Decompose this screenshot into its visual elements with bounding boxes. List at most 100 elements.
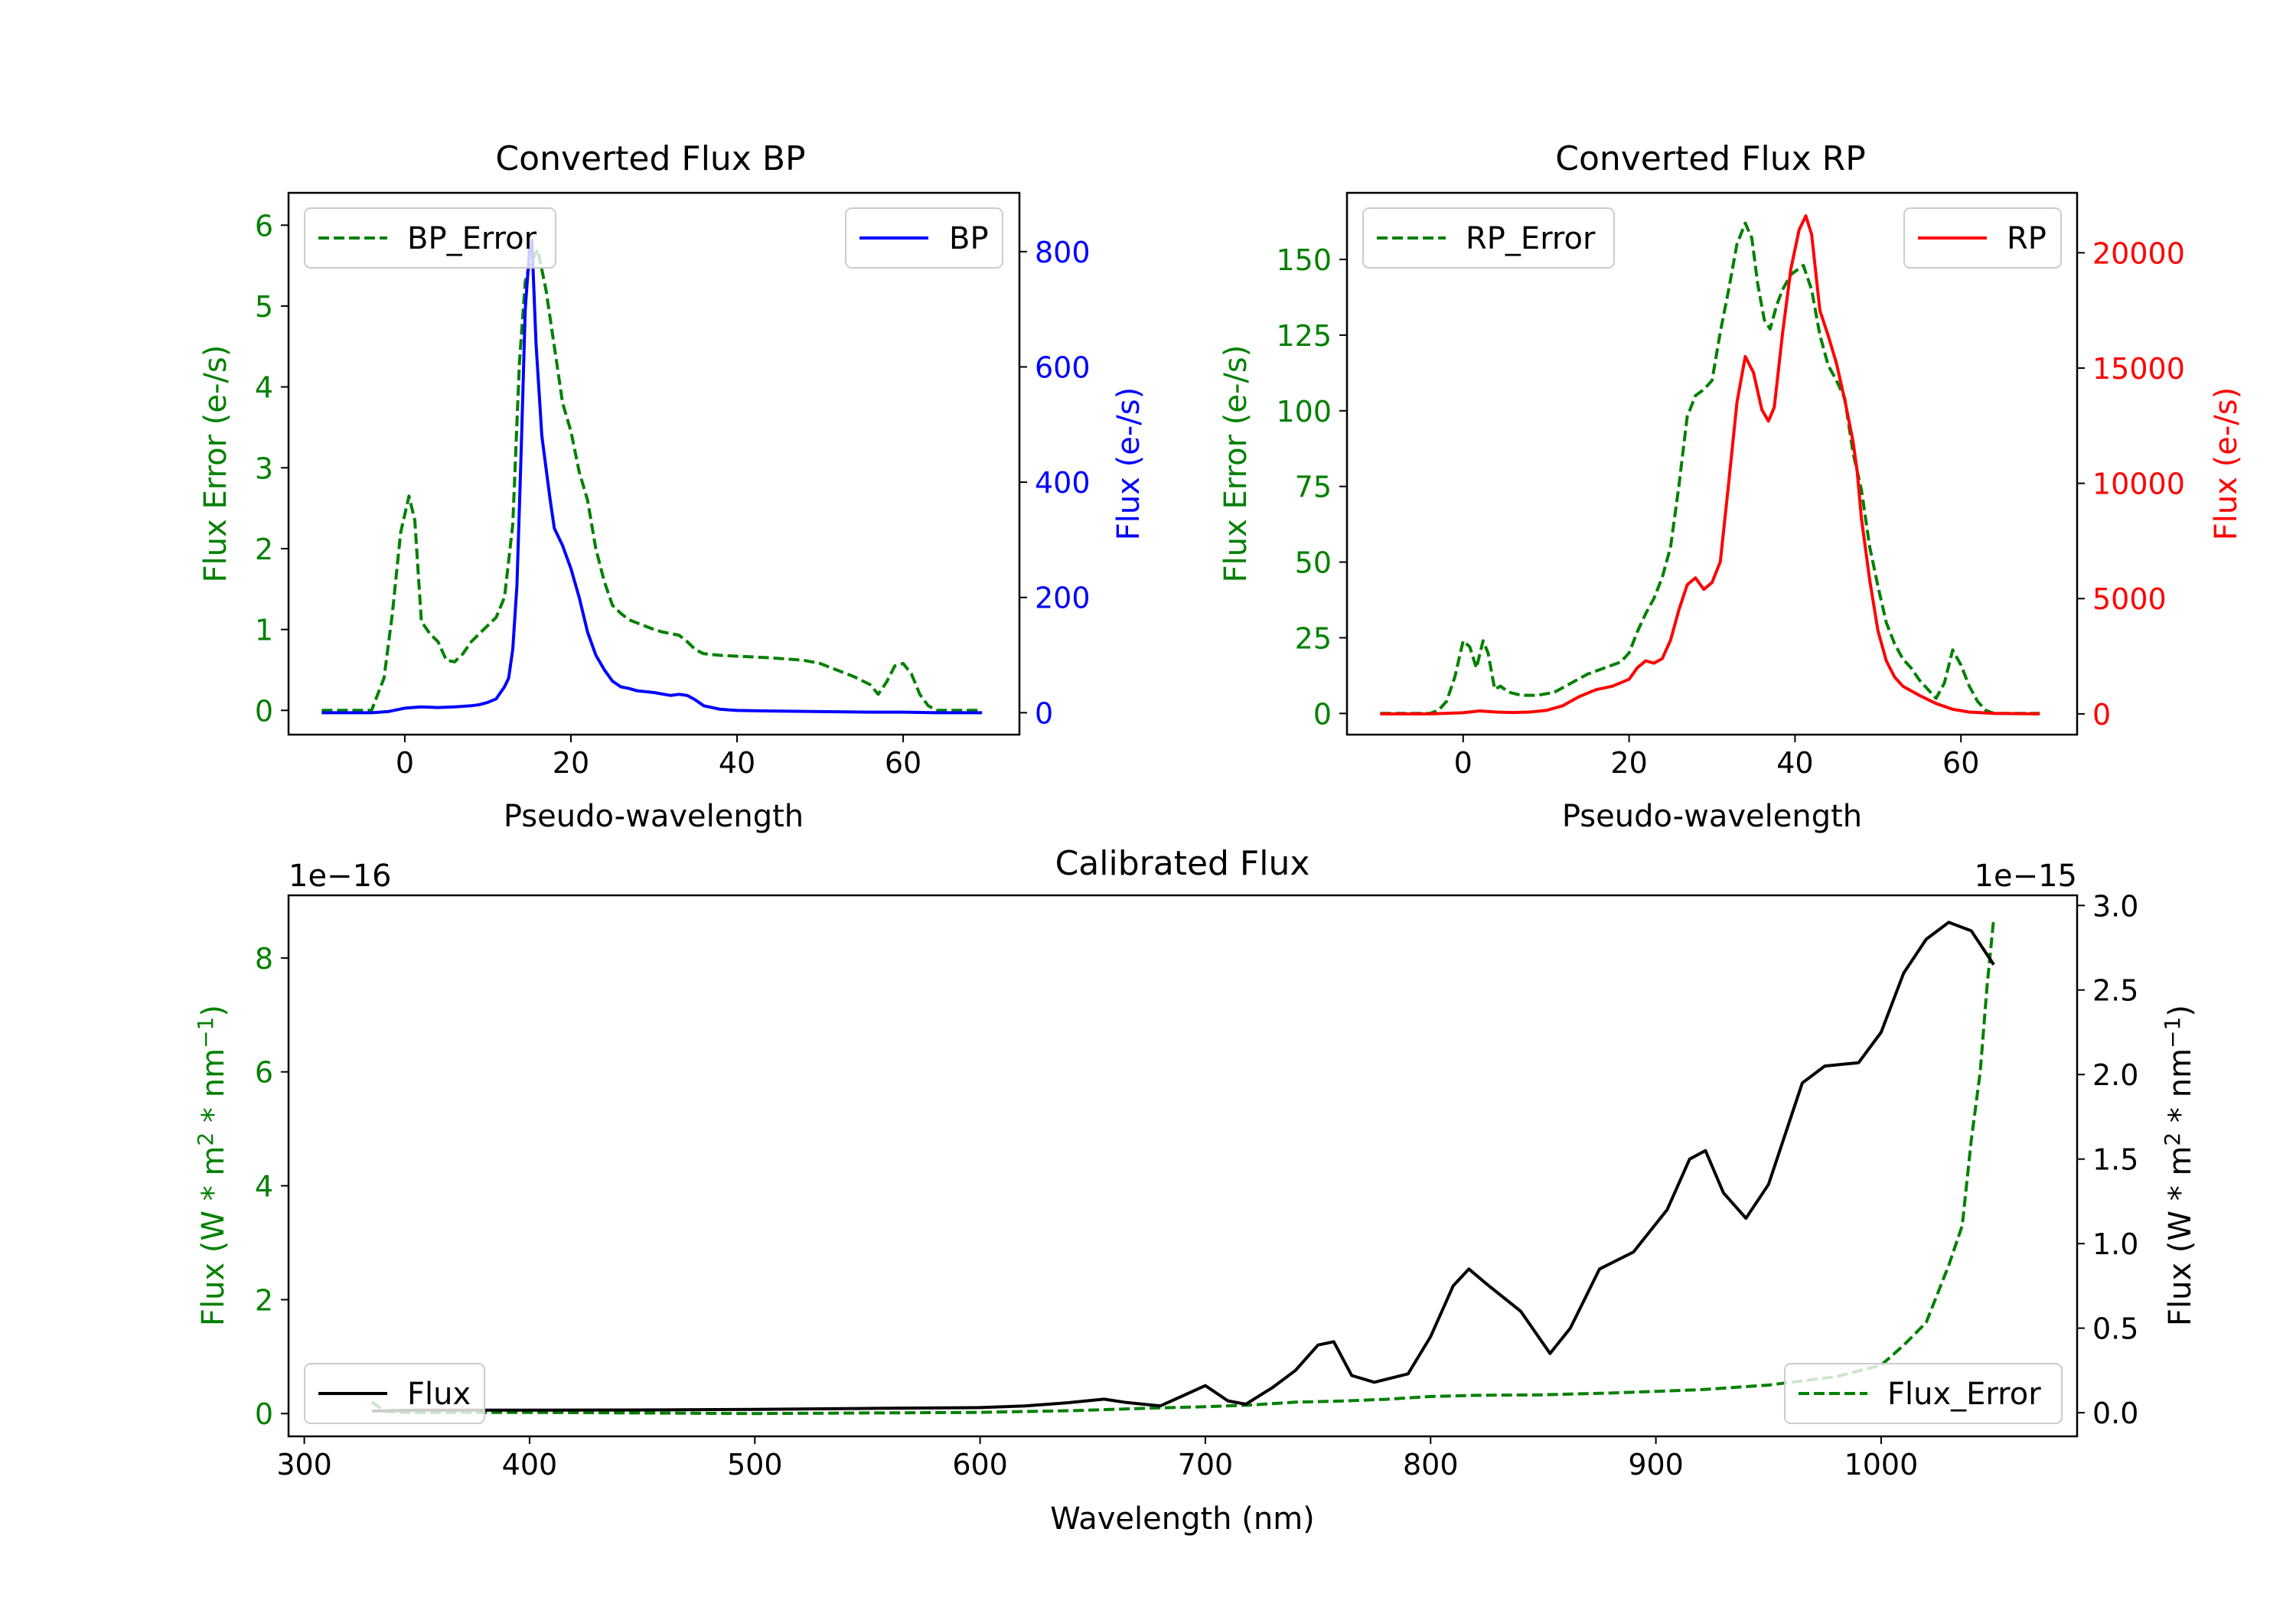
calibrated-axes-frame: [287, 894, 2079, 1438]
calibrated-right-tick-label: 3.0: [2092, 889, 2138, 923]
bp-right-tick-label: 200: [1035, 582, 1091, 615]
calibrated-error-legend-box: [1784, 1363, 2063, 1424]
calibrated-right-tick-label: 0.5: [2092, 1312, 2138, 1346]
bp-x-tick-label: 40: [719, 746, 755, 780]
calibrated-x-tick-label: 500: [727, 1448, 783, 1482]
rp-legend[interactable]: RP: [1903, 207, 2062, 269]
bp-panel: Converted Flux BP 0 20 40 60 0 1 2 3 4 5 6 0 200 40…: [198, 139, 1146, 834]
bp-x-label: Pseudo-wavelength: [504, 799, 804, 834]
calibrated-flux-legend-label: Flux: [407, 1377, 471, 1412]
calibrated-right-tick-label: 2.0: [2092, 1058, 2138, 1092]
calibrated-right-tick-label: 2.5: [2092, 974, 2138, 1008]
rp-right-tick-label: 10000: [2092, 468, 2185, 501]
rp-left-tick-label: 150: [1276, 243, 1332, 277]
calibrated-left-tick-label: 8: [255, 942, 273, 976]
calibrated-x-tick-label: 1000: [1844, 1448, 1919, 1482]
bp-left-ticks: 0 1 2 3 4 5 6: [255, 209, 289, 728]
rp-x-ticks: 0 20 40 60: [1454, 735, 1979, 780]
bp-x-tick-label: 20: [553, 746, 589, 780]
calibrated-left-tick-label: 6: [255, 1056, 273, 1090]
calibrated-x-tick-label: 400: [502, 1448, 558, 1482]
bp-right-tick-label: 400: [1035, 466, 1091, 500]
rp-x-tick-label: 40: [1776, 746, 1813, 780]
rp-right-tick-label: 0: [2092, 698, 2111, 732]
rp-series-rp: [1380, 214, 2040, 715]
calibrated-right-tick-label: 1.0: [2092, 1227, 2138, 1261]
rp-left-axis-label: Flux Error (e-/s): [1218, 345, 1254, 583]
calibrated-right-axis-label: Flux (W * m2 * nm−1): [2160, 1005, 2198, 1326]
rp-panel: Converted Flux RP 0 20 40 60 0 25 50 75 100 125 1…: [1218, 139, 2244, 834]
rp-title: Converted Flux RP: [1555, 139, 1866, 178]
rp-left-tick-label: 50: [1295, 546, 1332, 580]
rp-x-tick-label: 60: [1942, 746, 1979, 780]
rp-series-rp-error: [1380, 221, 2040, 715]
calibrated-x-tick-label: 600: [952, 1448, 1008, 1482]
calibrated-left-ticks: 0 2 4 6 8: [255, 942, 289, 1431]
calibrated-left-tick-label: 0: [255, 1397, 273, 1431]
calibrated-x-tick-label: 800: [1403, 1448, 1459, 1482]
bp-left-tick-label: 3: [255, 451, 273, 485]
rp-x-tick-label: 0: [1454, 746, 1473, 780]
bp-x-tick-label: 60: [885, 746, 921, 780]
rp-left-tick-label: 125: [1276, 319, 1332, 353]
bp-right-tick-label: 800: [1035, 236, 1091, 269]
rp-error-legend-box: [1362, 207, 1615, 269]
calibrated-right-tick-label: 1.5: [2092, 1143, 2138, 1177]
rp-axes-frame: [1345, 191, 2079, 736]
bp-right-tick-label: 0: [1035, 696, 1053, 730]
rp-right-ticks: 0 5000 10000 15000 20000: [2077, 236, 2185, 732]
bp-x-tick-label: 0: [396, 746, 414, 780]
calibrated-flux-legend[interactable]: Flux: [304, 1363, 485, 1424]
rp-right-tick-label: 20000: [2092, 236, 2185, 270]
bp-left-tick-label: 2: [255, 533, 273, 566]
calibrated-x-tick-label: 300: [276, 1448, 332, 1482]
rp-series-layer: [1380, 214, 2040, 715]
calibrated-title: Calibrated Flux: [1055, 844, 1310, 883]
calibrated-panel: Calibrated Flux 1e−16 1e−15 300 400 500 600…: [193, 844, 2198, 1537]
calibrated-right-ticks: 0.0 0.5 1.0 1.5 2.0 2.5 3.0: [2077, 889, 2138, 1430]
calibrated-error-legend-label: Flux_Error: [1887, 1377, 2041, 1412]
rp-error-legend[interactable]: RP_Error: [1362, 207, 1615, 269]
bp-legend[interactable]: BP: [845, 207, 1003, 269]
calibrated-x-tick-label: 900: [1628, 1448, 1684, 1482]
bp-x-ticks: 0 20 40 60: [396, 735, 921, 780]
bp-error-legend-label: BP_Error: [407, 221, 537, 256]
calibrated-left-tick-label: 4: [255, 1170, 273, 1204]
bp-right-axis-label: Flux (e-/s): [1111, 387, 1146, 540]
calibrated-series-layer: [370, 918, 1996, 1416]
rp-left-tick-label: 25: [1295, 621, 1332, 655]
calibrated-x-tick-label: 700: [1178, 1448, 1234, 1482]
bp-error-legend[interactable]: BP_Error: [304, 207, 556, 269]
bp-left-tick-label: 6: [255, 209, 273, 243]
bp-left-axis-label: Flux Error (e-/s): [198, 345, 233, 583]
rp-x-tick-label: 20: [1610, 746, 1647, 780]
calibrated-x-label: Wavelength (nm): [1050, 1501, 1315, 1537]
calibrated-left-tick-label: 2: [255, 1283, 273, 1317]
rp-x-label: Pseudo-wavelength: [1562, 799, 1862, 834]
calibrated-right-offset-text: 1e−15: [1975, 859, 2077, 894]
rp-right-tick-label: 15000: [2092, 352, 2185, 386]
bp-right-tick-label: 600: [1035, 350, 1091, 384]
rp-error-legend-label: RP_Error: [1466, 221, 1596, 256]
bp-legend-label: BP: [949, 221, 989, 256]
rp-left-ticks: 0 25 50 75 100 125 150: [1276, 243, 1347, 731]
calibrated-error-legend[interactable]: Flux_Error: [1784, 1363, 2063, 1424]
calibrated-series-flux-error: [370, 918, 1996, 1416]
bp-series-layer: [321, 238, 983, 715]
bp-right-ticks: 0 200 400 600 800: [1019, 236, 1091, 730]
bp-left-tick-label: 5: [255, 290, 273, 324]
calibrated-left-axis-label: Flux (W * m2 * nm−1): [193, 1005, 231, 1326]
calibrated-x-ticks: 300 400 500 600 700 800 900 1000: [276, 1436, 1918, 1482]
bp-series-bp: [321, 238, 983, 715]
bp-axes-frame: [287, 191, 1021, 736]
rp-legend-label: RP: [2007, 221, 2047, 256]
bp-error-legend-box: [304, 207, 556, 269]
bp-title: Converted Flux BP: [495, 139, 805, 178]
rp-right-axis-label: Flux (e-/s): [2209, 387, 2244, 540]
bp-left-tick-label: 4: [255, 371, 273, 405]
bp-series-bp-error: [321, 248, 983, 712]
rp-left-tick-label: 75: [1295, 471, 1332, 504]
bp-left-tick-label: 1: [255, 614, 273, 647]
calibrated-flux-legend-box: [304, 1363, 485, 1424]
